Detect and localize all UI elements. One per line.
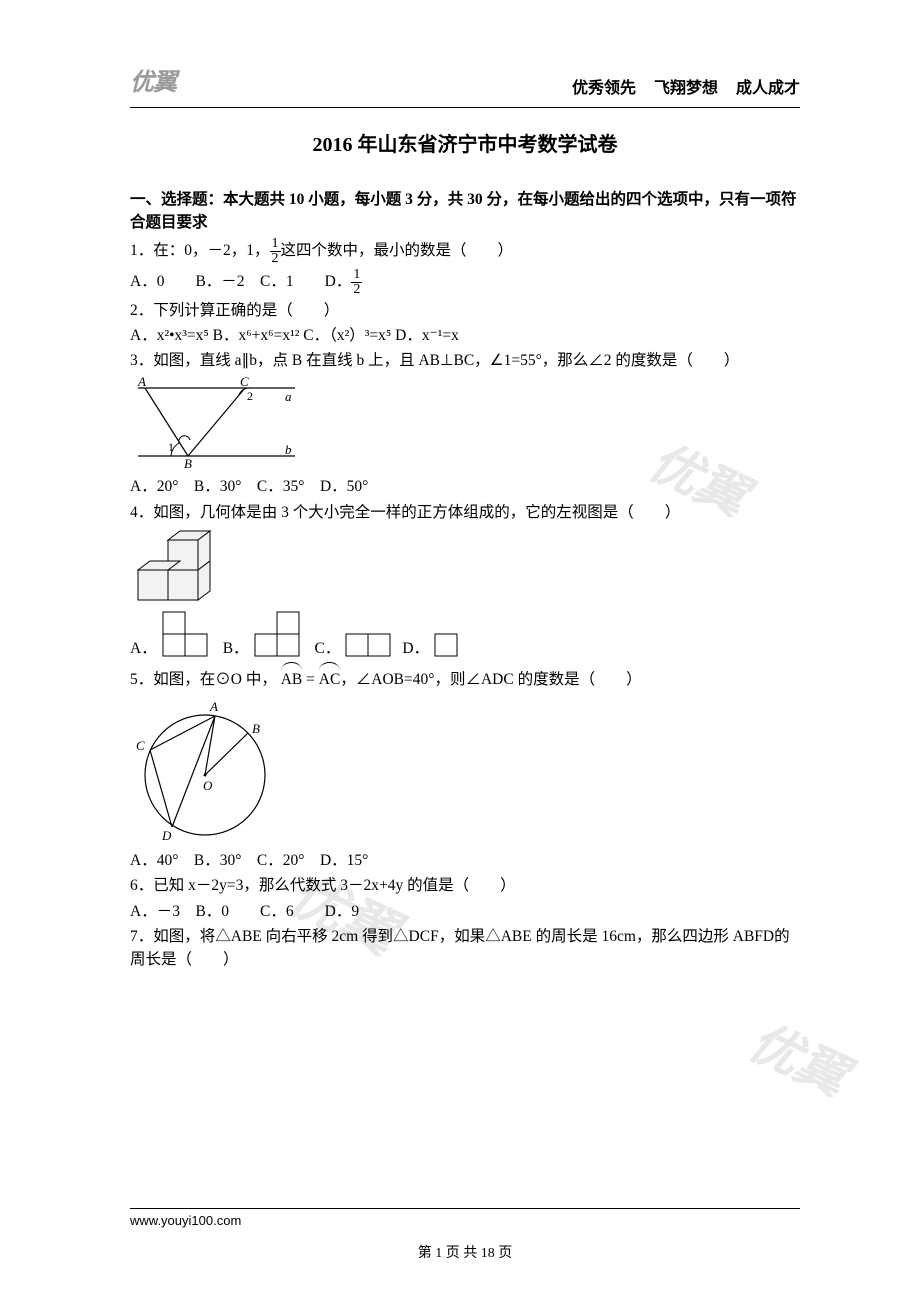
text: 这四个数中，最小的数是（ ） (281, 242, 514, 259)
q5-figure: A B C D O (130, 695, 800, 845)
q4-options: A． B． C． D． (130, 610, 800, 660)
denominator: 2 (351, 283, 362, 297)
q6-stem: 6．已知 x－2y=3，那么代数式 3－2x+4y 的值是（ ） (130, 874, 800, 897)
q1-stem: 1．在：0，－2，1，12这四个数中，最小的数是（ ） (130, 237, 800, 266)
footer-page-number: 第 1 页 共 18 页 (130, 1242, 800, 1262)
q4-figure (130, 528, 800, 606)
svg-text:B: B (184, 456, 192, 471)
tagline-part: 成人成才 (736, 80, 800, 97)
arc-text: AC (319, 664, 341, 691)
tagline-part: 飞翔梦想 (654, 80, 718, 97)
page-content: 优翼 优秀领先 飞翔梦想 成人成才 2016 年山东省济宁市中考数学试卷 一、选… (0, 0, 920, 1013)
option-label: C． (315, 637, 341, 660)
watermark: 优翼 (739, 1002, 860, 1110)
option-figure (161, 610, 221, 660)
svg-text:C: C (136, 738, 145, 753)
section-heading: 一、选择题：本大题共 10 小题，每小题 3 分，共 30 分，在每小题给出的四… (130, 188, 800, 235)
option-label: B． (223, 637, 249, 660)
q3-options: A．20° B．30° C．35° D．50° (130, 475, 800, 498)
svg-text:B: B (252, 721, 260, 736)
text: A．0 B．－2 C．1 D． (130, 273, 351, 290)
option-figure (433, 610, 469, 660)
header-rule (130, 107, 800, 108)
text: 5．如图，在⊙O 中， (130, 671, 277, 688)
q4-stem: 4．如图，几何体是由 3 个大小完全一样的正方体组成的，它的左视图是（ ） (130, 501, 800, 524)
q1-options: A．0 B．－2 C．1 D．12 (130, 268, 800, 297)
svg-text:2: 2 (247, 389, 253, 403)
arc-text: AB (281, 664, 303, 691)
fraction: 12 (270, 237, 281, 266)
svg-text:b: b (285, 442, 292, 457)
q7-stem: 7．如图，将△ABE 向右平移 2cm 得到△DCF，如果△ABE 的周长是 1… (130, 925, 800, 972)
denominator: 2 (270, 252, 281, 266)
numerator: 1 (351, 268, 362, 283)
option-label: D． (402, 637, 429, 660)
tagline: 优秀领先 飞翔梦想 成人成才 (558, 77, 800, 101)
document-title: 2016 年山东省济宁市中考数学试卷 (130, 130, 800, 160)
footer-rule (130, 1208, 800, 1209)
q5-options: A．40° B．30° C．20° D．15° (130, 849, 800, 872)
q2-options: A．x²•x³=x⁵ B．x⁶+x⁶=x¹² C．（x²）³=x⁵ D．x⁻¹=… (130, 324, 800, 347)
page-header: 优翼 优秀领先 飞翔梦想 成人成才 (130, 65, 800, 101)
numerator: 1 (270, 237, 281, 252)
svg-text:D: D (161, 828, 172, 843)
svg-text:1: 1 (168, 440, 174, 454)
svg-text:O: O (203, 778, 213, 793)
text: = (302, 671, 319, 688)
q3-figure: A C a b B 1 2 (130, 376, 800, 471)
text: ，∠AOB=40°，则∠ADC 的度数是（ ） (340, 671, 641, 688)
fraction: 12 (351, 268, 362, 297)
tagline-part: 优秀领先 (572, 80, 636, 97)
q2-stem: 2．下列计算正确的是（ ） (130, 299, 800, 322)
page-footer: www.youyi100.com 第 1 页 共 18 页 (130, 1208, 800, 1262)
svg-text:a: a (285, 389, 292, 404)
logo: 优翼 (130, 65, 176, 101)
text: 1．在：0，－2，1， (130, 242, 270, 259)
q6-options: A．－3 B．0 C．6 D．9 (130, 900, 800, 923)
svg-text:C: C (240, 376, 249, 389)
option-label: A． (130, 637, 157, 660)
footer-url: www.youyi100.com (130, 1213, 800, 1228)
option-figure (253, 610, 313, 660)
q5-stem: 5．如图，在⊙O 中， AB = AC，∠AOB=40°，则∠ADC 的度数是（… (130, 664, 800, 691)
q3-stem: 3．如图，直线 a∥b，点 B 在直线 b 上，且 AB⊥BC，∠1=55°，那… (130, 349, 800, 372)
svg-text:A: A (209, 699, 218, 714)
svg-text:A: A (137, 376, 146, 389)
option-figure (344, 610, 400, 660)
